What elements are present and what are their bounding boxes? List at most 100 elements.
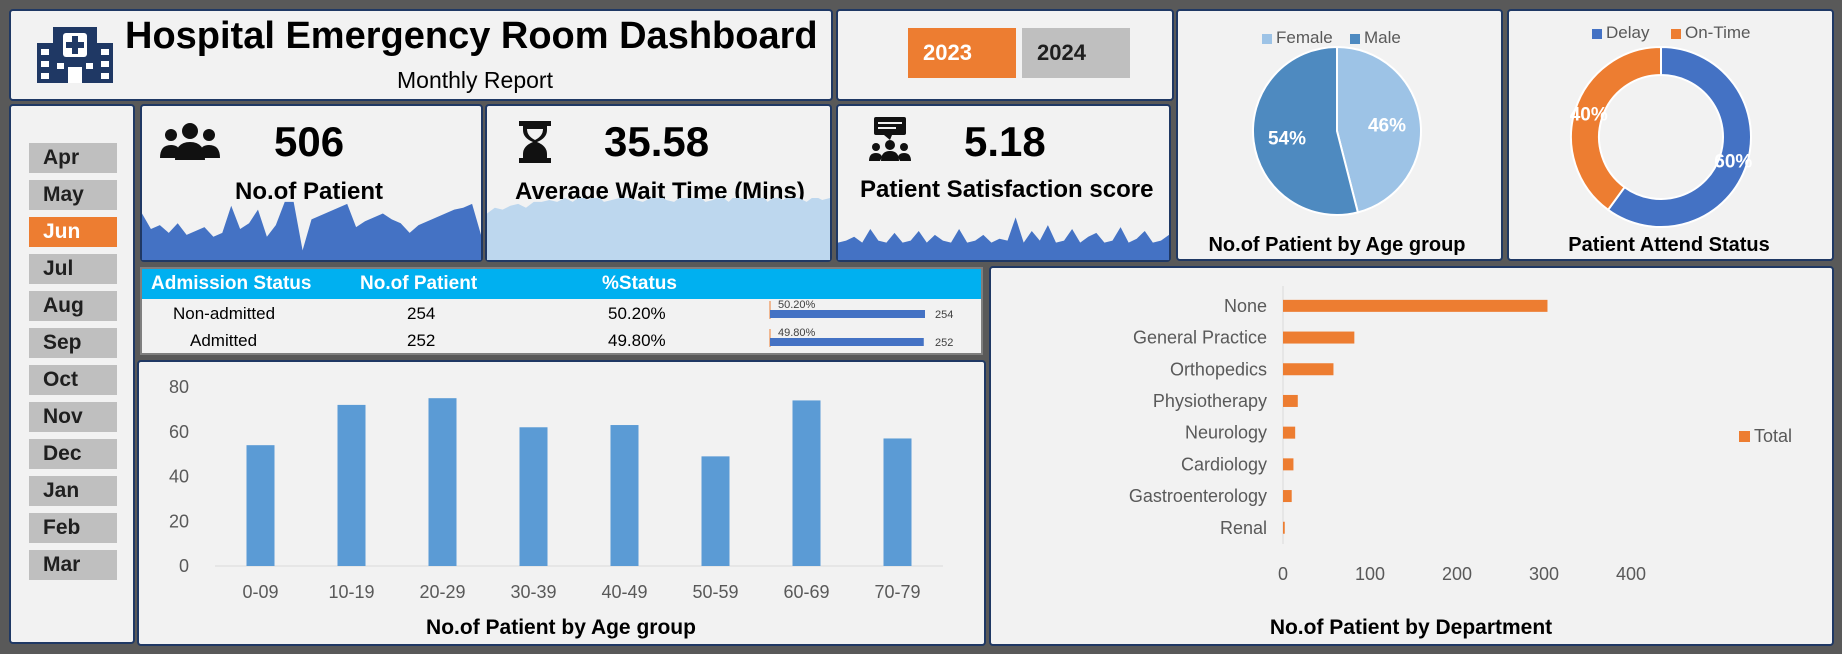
kpi-satisfaction-label: Patient Satisfaction score xyxy=(860,176,1154,203)
page-title: Hospital Emergency Room Dashboard xyxy=(125,15,818,57)
bar xyxy=(1283,394,1298,407)
header-status-pct: %Status xyxy=(602,273,677,294)
row-count: 254 xyxy=(407,304,436,323)
chart-title: Patient Attend Status xyxy=(1568,234,1770,256)
databar-count-label: 254 xyxy=(935,309,953,321)
legend-swatch xyxy=(1739,431,1750,442)
kpi-satisfaction-value: 5.18 xyxy=(964,118,1046,165)
month-button-apr[interactable]: Apr xyxy=(29,143,117,173)
row-pct: 50.20% xyxy=(608,304,666,323)
chart-title: No.of Patient by Age group xyxy=(426,616,696,639)
kpi-patients-label: No.of Patient xyxy=(235,178,383,205)
legend-label: Male xyxy=(1364,28,1401,47)
pie-slice xyxy=(1252,45,1360,216)
databar-pct-label: 50.20% xyxy=(778,299,816,311)
bar xyxy=(246,445,275,566)
kpi-satisfaction: 5.18 Patient Satisfaction score xyxy=(836,104,1171,262)
pie-slice xyxy=(1606,45,1752,228)
x-tick-label: 0-09 xyxy=(242,582,278,602)
kpi-wait-time: 35.58 Average Wait Time (Mins) xyxy=(485,104,832,262)
gender-pie-chart: Female Male 46% 54% No.of Patient by Age gro… xyxy=(1208,28,1465,256)
hourglass-icon xyxy=(519,121,551,163)
y-tick-label: Gastroenterology xyxy=(1129,486,1267,506)
patients-sparkline xyxy=(142,201,481,260)
x-tick-label: 10-19 xyxy=(328,582,374,602)
pie-slice xyxy=(1570,45,1662,212)
attend-chart-panel: Delay On-Time 60% 40% Patient Attend Status xyxy=(1507,9,1834,261)
feedback-icon xyxy=(869,117,911,161)
satisfaction-sparkline xyxy=(838,217,1169,260)
wait-sparkline xyxy=(487,198,830,260)
legend-label: Delay xyxy=(1606,23,1650,42)
y-tick-label: 60 xyxy=(169,422,189,442)
gender-chart-panel: Female Male 46% 54% No.of Patient by Age gro… xyxy=(1176,9,1503,261)
month-button-oct[interactable]: Oct xyxy=(29,365,117,395)
month-button-aug[interactable]: Aug xyxy=(29,291,117,321)
year-button-2023[interactable]: 2023 xyxy=(908,28,1016,78)
y-tick-label: Neurology xyxy=(1185,423,1267,443)
data-label: 46% xyxy=(1368,116,1406,137)
header-admission-status: Admission Status xyxy=(151,273,312,294)
hospital-icon xyxy=(37,27,113,83)
month-button-feb[interactable]: Feb xyxy=(29,513,117,543)
chart-title: No.of Patient by Department xyxy=(1270,616,1552,639)
y-tick-label: Physiotherapy xyxy=(1153,391,1267,411)
group-icon xyxy=(160,123,220,160)
month-button-mar[interactable]: Mar xyxy=(29,550,117,580)
bar xyxy=(1283,299,1548,312)
data-label: 60% xyxy=(1714,151,1752,172)
y-tick-label: 0 xyxy=(179,556,189,576)
row-status: Non-admitted xyxy=(173,304,276,323)
databar xyxy=(770,338,924,346)
month-button-may[interactable]: May xyxy=(29,180,117,210)
databar-pct-label: 49.80% xyxy=(778,327,816,339)
y-tick-label: Orthopedics xyxy=(1170,359,1267,379)
month-button-jul[interactable]: Jul xyxy=(29,254,117,284)
legend-label: Total xyxy=(1754,426,1792,446)
month-button-dec[interactable]: Dec xyxy=(29,439,117,469)
month-button-jan[interactable]: Jan xyxy=(29,476,117,506)
bar xyxy=(1283,458,1294,471)
y-tick-label: Cardiology xyxy=(1181,454,1267,474)
month-button-nov[interactable]: Nov xyxy=(29,402,117,432)
data-label: 54% xyxy=(1268,128,1306,149)
chart-title: No.of Patient by Age group xyxy=(1208,234,1465,256)
bar xyxy=(610,425,639,566)
month-slicer: Apr May Jun Jul Aug Sep Oct Nov Dec Jan Feb Mar xyxy=(9,104,135,644)
sparkline-area xyxy=(838,217,1169,260)
legend-swatch xyxy=(1671,29,1681,39)
x-tick-label: 300 xyxy=(1529,564,1559,584)
year-slicer: 2023 2024 xyxy=(836,9,1174,101)
bar xyxy=(1283,521,1285,534)
dept-bar-chart: None General Practice Orthopedics Physiothe… xyxy=(1129,286,1792,639)
databar xyxy=(770,310,925,318)
kpi-wait-value: 35.58 xyxy=(604,118,710,165)
x-tick-label: 100 xyxy=(1355,564,1385,584)
bar xyxy=(519,427,548,566)
bar xyxy=(883,438,912,566)
month-button-jun[interactable]: Jun xyxy=(29,217,117,247)
legend-label: On-Time xyxy=(1685,23,1751,42)
sparkline-area xyxy=(487,198,830,260)
bar xyxy=(1283,490,1292,503)
dept-chart-panel: None General Practice Orthopedics Physiothe… xyxy=(989,266,1834,646)
bar xyxy=(337,404,366,566)
row-count: 252 xyxy=(407,331,436,350)
legend-label: Female xyxy=(1276,28,1333,47)
attend-donut-chart: Delay On-Time 60% 40% Patient Attend Status xyxy=(1568,23,1770,256)
bar xyxy=(428,398,457,566)
x-tick-label: 20-29 xyxy=(419,582,465,602)
age-bar-chart: 0 20 40 60 80 0-09 10-19 20-29 30-39 40-49 50-59 60… xyxy=(169,377,943,639)
year-button-2024[interactable]: 2024 xyxy=(1022,28,1130,78)
bar xyxy=(792,400,821,566)
bar xyxy=(1283,363,1334,376)
x-tick-label: 70-79 xyxy=(874,582,920,602)
x-tick-label: 400 xyxy=(1616,564,1646,584)
y-tick-label: 40 xyxy=(169,467,189,487)
kpi-patients: 506 No.of Patient xyxy=(140,104,483,262)
bar xyxy=(1283,331,1355,344)
y-tick-label: 80 xyxy=(169,377,189,397)
x-tick-label: 0 xyxy=(1278,564,1288,584)
pie-slice xyxy=(1336,45,1422,214)
month-button-sep[interactable]: Sep xyxy=(29,328,117,358)
